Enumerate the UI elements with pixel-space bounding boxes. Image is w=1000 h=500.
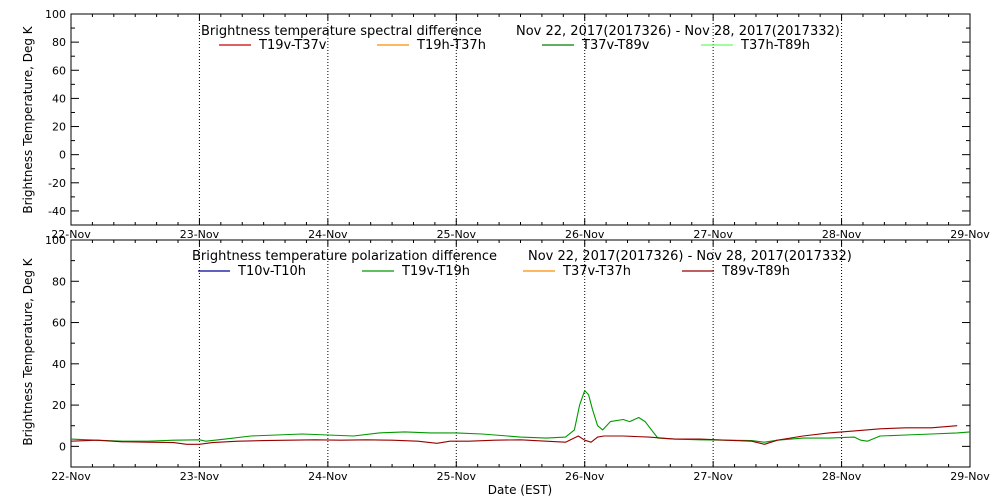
y-tick-label: 0 <box>59 440 66 453</box>
series-line <box>70 390 971 443</box>
x-tick-label: 29-Nov <box>950 470 990 483</box>
x-tick-label: 22-Nov <box>51 228 91 241</box>
x-tick-label: 24-Nov <box>308 470 348 483</box>
top-y-ticks: 100 80 60 40 20 0 -20 -40 <box>45 8 970 226</box>
x-tick-label: 28-Nov <box>822 228 862 241</box>
bottom-date-range: Nov 22, 2017(2017326) - Nov 28, 2017(201… <box>528 249 852 264</box>
legend-label: T37v-T89v <box>581 38 650 53</box>
y-tick-label: 80 <box>52 275 66 288</box>
x-tick-label: 27-Nov <box>693 470 733 483</box>
top-plot-frame <box>70 13 971 226</box>
x-tick-label: 23-Nov <box>180 470 220 483</box>
top-legend: T19v-T37v T19h-T37h T37v-T89v T37h-T89h <box>219 38 810 53</box>
y-tick-label: 20 <box>52 399 66 412</box>
legend-label: T89v-T89h <box>721 264 790 279</box>
x-tick-label: 24-Nov <box>308 228 348 241</box>
x-tick-label: 23-Nov <box>180 228 220 241</box>
bottom-x-axis-title: Date (EST) <box>488 483 552 497</box>
bottom-grid <box>198 240 843 467</box>
x-tick-label: 25-Nov <box>437 470 477 483</box>
y-tick-label: -40 <box>48 205 66 218</box>
bottom-y-ticks: 100 80 60 40 20 0 <box>45 234 970 468</box>
legend-label: T19v-T37v <box>258 38 327 53</box>
y-tick-label: 20 <box>52 121 66 134</box>
spectral-difference-panel: 100 80 60 40 20 0 -20 -40 22-Nov 23-Nov 24-Nov 25-… <box>21 8 990 241</box>
legend-label: T19v-T19h <box>401 264 470 279</box>
legend-label: T19h-T37h <box>416 38 486 53</box>
x-tick-label: 26-Nov <box>565 228 605 241</box>
x-tick-label: 27-Nov <box>693 228 733 241</box>
top-y-axis-title: Brightness Temperature, Deg K <box>21 25 35 213</box>
bottom-plot-frame <box>70 239 971 468</box>
x-tick-label: 22-Nov <box>51 470 91 483</box>
top-x-ticks: 22-Nov 23-Nov 24-Nov 25-Nov 26-Nov 27-Nov 28-N… <box>51 14 990 241</box>
y-tick-label: 100 <box>45 8 66 21</box>
y-tick-label: 40 <box>52 92 66 105</box>
series-line <box>70 425 958 445</box>
y-tick-label: 60 <box>52 64 66 77</box>
y-tick-label: -20 <box>48 177 66 190</box>
y-tick-label: 60 <box>52 317 66 330</box>
legend-label: T10v-T10h <box>237 264 306 279</box>
bottom-x-ticks: 22-Nov 23-Nov 24-Nov 25-Nov 26-Nov 27-Nov 28-N… <box>51 240 990 483</box>
y-tick-label: 80 <box>52 36 66 49</box>
x-tick-label: 26-Nov <box>565 470 605 483</box>
bottom-legend: T10v-T10h T19v-T19h T37v-T37h T89v-T89h <box>198 264 790 279</box>
y-tick-label: 0 <box>59 149 66 162</box>
top-grid <box>198 14 843 225</box>
bottom-title: Brightness temperature polarization diff… <box>192 249 497 264</box>
bottom-series <box>70 390 971 445</box>
y-tick-label: 100 <box>45 234 66 247</box>
x-tick-label: 28-Nov <box>822 470 862 483</box>
top-date-range: Nov 22, 2017(2017326) - Nov 28, 2017(201… <box>516 24 840 39</box>
polarization-difference-panel: 100 80 60 40 20 0 22-Nov 23-Nov 24-Nov 25-Nov 26-… <box>21 234 990 497</box>
y-tick-label: 40 <box>52 358 66 371</box>
top-title: Brightness temperature spectral differen… <box>201 24 482 39</box>
legend-label: T37v-T37h <box>562 264 631 279</box>
bottom-y-axis-title: Brightness Temperature, Deg K <box>21 257 35 445</box>
legend-label: T37h-T89h <box>740 38 810 53</box>
x-tick-label: 25-Nov <box>437 228 477 241</box>
x-tick-label: 29-Nov <box>950 228 990 241</box>
